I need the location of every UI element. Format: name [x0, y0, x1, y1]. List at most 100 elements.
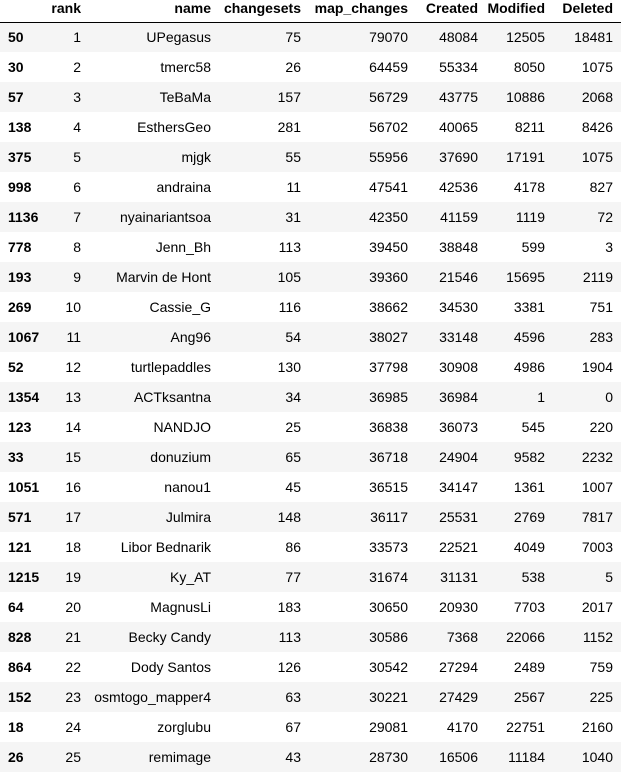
rank-cell: 10	[65, 299, 81, 315]
name-cell: UPegasus	[146, 29, 211, 46]
created-cell: 38848	[439, 239, 478, 255]
created-cell: 43775	[439, 89, 478, 105]
table-row: 828 21 Becky Candy 113 30586 7368 22066 1152	[0, 622, 621, 652]
name-cell: andraina	[156, 179, 212, 195]
created-cell: 48084	[439, 29, 478, 46]
table-row: 26 25 remimage 43 28730 16506 11184 1040	[0, 742, 621, 772]
modified-cell: 1119	[515, 209, 545, 225]
name-cell: Jenn_Bh	[155, 239, 211, 255]
rank-cell: 21	[65, 629, 81, 645]
name-cell: EsthersGeo	[137, 119, 211, 135]
name-cell: TeBaMa	[159, 89, 211, 105]
table-body: 50 1 UPegasus 75 79070 48084 12505 18481 30 2 tmer…	[0, 22, 621, 772]
created-cell: 41159	[440, 209, 478, 225]
row-index: 52	[8, 359, 24, 375]
rank-cell: 23	[65, 689, 81, 705]
row-index: 1354	[8, 389, 40, 405]
created-cell: 20930	[439, 599, 478, 615]
row-index: 375	[8, 149, 32, 165]
name-cell: tmerc58	[160, 59, 211, 75]
rank-cell: 11	[66, 329, 81, 345]
created-cell: 31131	[440, 569, 478, 585]
table-row: 152 23 osmtogo_mapper4 63 30221 27429 2567 225	[0, 682, 621, 712]
map-changes-cell: 56702	[369, 119, 408, 135]
rank-cell: 12	[65, 359, 81, 375]
deleted-cell: 827	[589, 179, 613, 195]
name-cell: Cassie_G	[149, 299, 211, 315]
deleted-cell: 7003	[581, 539, 613, 555]
created-header: Created	[416, 0, 486, 23]
rank-cell: 22	[65, 659, 81, 675]
table-row: 1051 16 nanou1 45 36515 34147 1361 1007	[0, 472, 621, 502]
table-row: 30 2 tmerc58 26 64459 55334 8050 1075	[0, 52, 621, 82]
changesets-cell: 11	[286, 179, 301, 195]
created-cell: 34147	[439, 479, 478, 495]
map-changes-cell: 36718	[369, 449, 408, 465]
rank-cell: 15	[65, 449, 81, 465]
changesets-cell: 31	[285, 209, 301, 225]
deleted-cell: 1075	[581, 59, 613, 75]
deleted-cell: 2119	[582, 269, 613, 285]
created-cell: 37690	[439, 149, 478, 165]
map-changes-cell: 30650	[369, 599, 408, 615]
deleted-cell: 1075	[581, 149, 613, 165]
name-cell: Julmira	[165, 509, 211, 525]
created-cell: 55334	[439, 59, 478, 75]
table-row: 778 8 Jenn_Bh 113 39450 38848 599 3	[0, 232, 621, 262]
modified-header: Modified	[486, 0, 553, 23]
modified-cell: 4596	[513, 329, 545, 345]
row-index: 50	[8, 29, 24, 46]
deleted-cell: 751	[589, 299, 613, 315]
table-row: 1215 19 Ky_AT 77 31674 31131 538 5	[0, 562, 621, 592]
map-changes-cell: 55956	[369, 149, 408, 165]
created-cell: 27294	[439, 659, 478, 675]
row-index: 828	[8, 629, 32, 645]
table-row: 18 24 zorglubu 67 29081 4170 22751 2160	[0, 712, 621, 742]
modified-cell: 10886	[506, 89, 545, 105]
table-row: 571 17 Julmira 148 36117 25531 2769 7817	[0, 502, 621, 532]
table-row: 1067 11 Ang96 54 38027 33148 4596 283	[0, 322, 621, 352]
row-index: 138	[8, 119, 32, 135]
created-cell: 42536	[439, 179, 478, 195]
map-changes-cell: 36838	[369, 419, 408, 435]
modified-cell: 15695	[506, 269, 545, 285]
changesets-cell: 113	[278, 629, 301, 645]
name-cell: ACTksantna	[133, 389, 211, 405]
created-cell: 34530	[439, 299, 478, 315]
map-changes-cell: 29081	[369, 719, 408, 735]
rank-cell: 24	[65, 719, 81, 735]
rank-cell: 8	[73, 239, 81, 255]
modified-cell: 8050	[513, 59, 545, 75]
row-index: 33	[8, 449, 24, 465]
row-index: 269	[8, 299, 32, 315]
map-changes-cell: 64459	[369, 59, 408, 75]
changesets-cell: 113	[278, 239, 301, 255]
row-index: 1051	[8, 479, 40, 495]
map-changes-cell: 38662	[369, 299, 408, 315]
changesets-header: changesets	[219, 0, 309, 23]
map-changes-cell: 38027	[369, 329, 408, 345]
row-index: 1067	[8, 329, 40, 345]
modified-cell: 11184	[508, 749, 545, 765]
created-cell: 24904	[439, 449, 478, 465]
changesets-cell: 34	[285, 389, 301, 405]
row-index: 571	[8, 509, 32, 525]
changesets-cell: 77	[285, 569, 301, 585]
changesets-cell: 130	[277, 359, 301, 375]
modified-cell: 17191	[506, 149, 545, 165]
changesets-cell: 63	[285, 689, 301, 705]
deleted-cell: 72	[597, 209, 613, 225]
name-cell: turtlepaddles	[130, 359, 211, 375]
row-index: 1215	[8, 569, 40, 585]
modified-cell: 1	[537, 389, 545, 405]
map-changes-cell: 39450	[369, 239, 408, 255]
changesets-cell: 75	[285, 29, 301, 46]
rank-cell: 19	[65, 569, 81, 585]
table-row: 50 1 UPegasus 75 79070 48084 12505 18481	[0, 22, 621, 52]
name-cell: nanou1	[164, 479, 211, 495]
name-header: name	[89, 0, 219, 23]
table-row: 123 14 NANDJO 25 36838 36073 545 220	[0, 412, 621, 442]
changesets-cell: 65	[285, 449, 301, 465]
name-cell: Marvin de Hont	[116, 269, 211, 285]
map-changes-cell: 36985	[369, 389, 408, 405]
